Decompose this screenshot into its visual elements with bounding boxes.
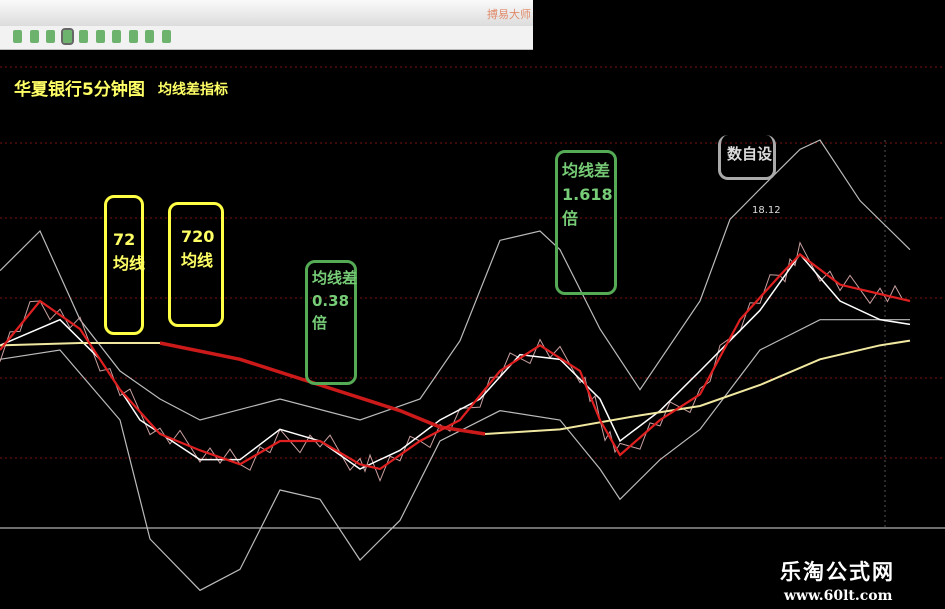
period-button[interactable] — [145, 30, 154, 43]
upper_band-line — [0, 139, 911, 421]
chart-title: 华夏银行5分钟图 — [14, 80, 145, 100]
period-button[interactable] — [128, 30, 138, 43]
callout-ma720: 720 均线 — [168, 202, 224, 327]
indicator-name: 均线差指标 — [158, 82, 228, 98]
period-button[interactable] — [161, 30, 171, 43]
period-button[interactable] — [46, 30, 55, 43]
price-high-label: 18.12 — [752, 205, 781, 216]
callout-diff-1618: 均线差 1.618 倍 — [555, 150, 617, 295]
watermark-url: www.60lt.com — [784, 588, 893, 604]
period-button[interactable] — [79, 30, 88, 43]
ma720-line-yellow — [484, 339, 911, 435]
watermark-name: 乐淘公式网 — [780, 560, 895, 584]
ma720-line-red — [159, 341, 486, 436]
ma72-line — [0, 252, 911, 471]
period-button[interactable] — [95, 30, 105, 43]
period-toolbar — [0, 26, 533, 50]
period-button[interactable] — [112, 30, 121, 43]
app-title: 搏易大师 — [487, 8, 531, 21]
callout-diff-038: 均线差 0.38 倍 — [305, 260, 357, 385]
callout-ma72: 72 均线 — [104, 195, 145, 335]
white-ma-line — [0, 253, 911, 470]
callout-custom: 数自设 — [718, 135, 776, 180]
title-bar: 搏易大师 — [0, 0, 533, 26]
ma720-line-start — [0, 342, 160, 347]
period-button[interactable] — [29, 30, 39, 43]
period-button[interactable] — [13, 30, 22, 43]
period-button[interactable] — [60, 28, 74, 45]
lower_band-line — [0, 319, 910, 592]
